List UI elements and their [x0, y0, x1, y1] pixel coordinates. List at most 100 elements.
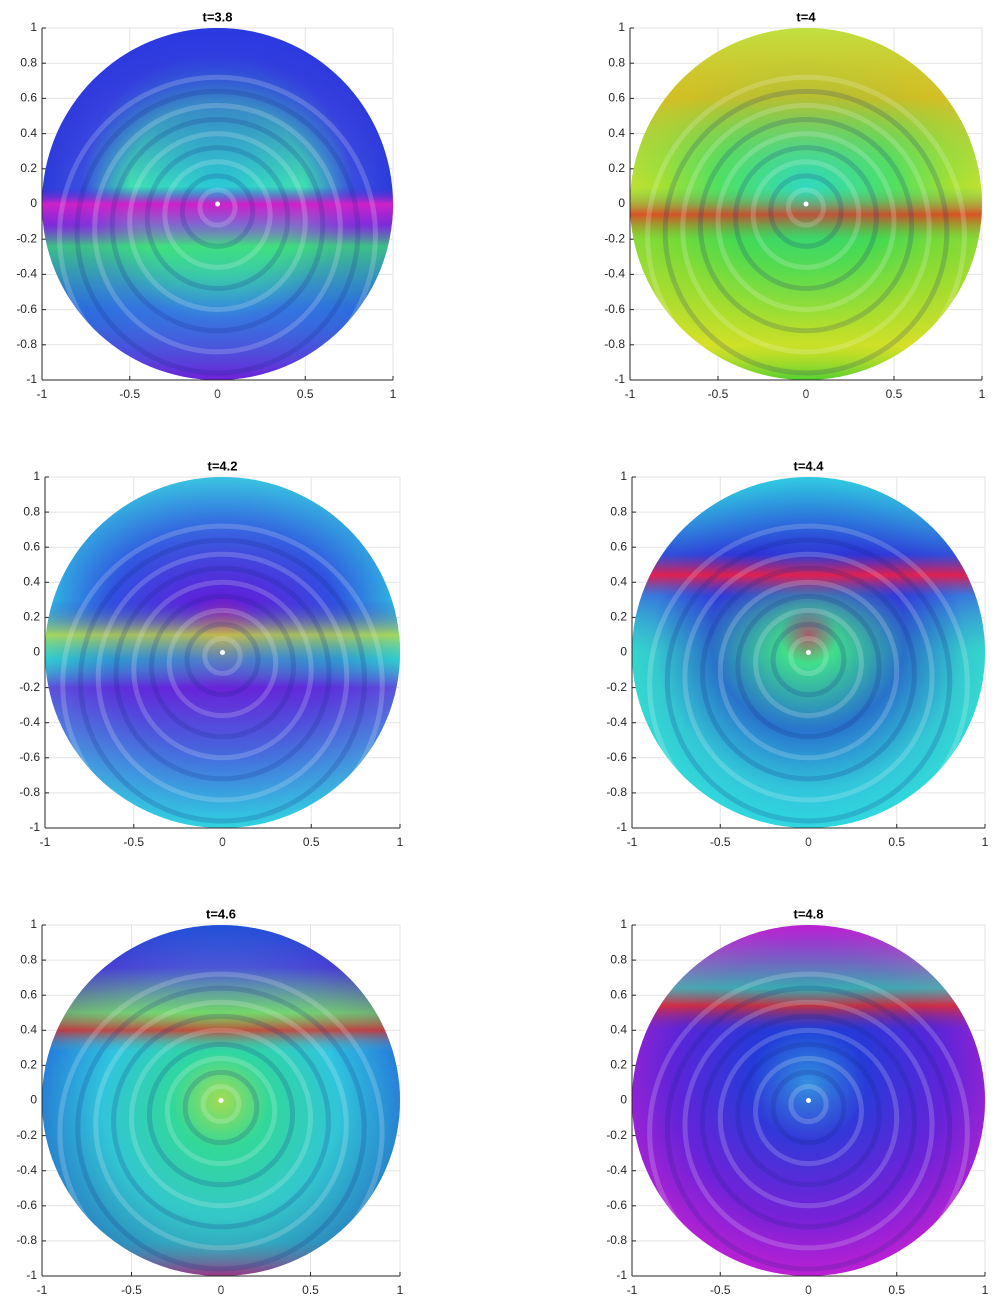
y-tick-label: 0.6: [23, 539, 40, 553]
y-tick-label: -0.6: [16, 1198, 37, 1212]
y-tick-label: 0: [30, 1093, 37, 1107]
y-tick-label: 0.2: [23, 610, 40, 624]
chart-title: t=4.6: [206, 906, 236, 921]
center-point: [806, 1098, 811, 1103]
chart-title: t=3.8: [203, 9, 233, 24]
y-tick-label: 0: [33, 645, 40, 659]
center-point: [804, 202, 809, 207]
y-tick-label: 0.2: [20, 1058, 37, 1072]
x-tick-label: -1: [37, 387, 48, 401]
chart-title: t=4.4: [794, 458, 825, 473]
y-tick-label: 0: [620, 1093, 627, 1107]
center-point: [220, 650, 225, 655]
x-tick-label: 0.5: [888, 1283, 905, 1297]
chart-title: t=4: [796, 9, 816, 24]
y-tick-label: 1: [620, 917, 627, 931]
y-tick-label: -0.4: [606, 715, 627, 729]
y-tick-label: 0.6: [610, 987, 627, 1001]
y-tick-label: 0.2: [608, 161, 625, 175]
chart-title: t=4.2: [208, 458, 238, 473]
y-tick-label: -0.6: [19, 750, 40, 764]
y-tick-label: 0: [618, 196, 625, 210]
x-tick-label: -0.5: [710, 835, 731, 849]
y-tick-label: -0.6: [604, 302, 625, 316]
y-tick-label: -0.4: [16, 267, 37, 281]
x-tick-label: -1: [627, 835, 638, 849]
y-tick-label: 0: [30, 196, 37, 210]
y-tick-label: 0.2: [610, 610, 627, 624]
y-tick-label: -1: [616, 820, 627, 834]
center-point: [219, 1098, 224, 1103]
y-tick-label: 0.8: [20, 55, 37, 69]
y-tick-label: -0.4: [604, 267, 625, 281]
y-tick-label: 0.4: [20, 126, 37, 140]
x-tick-label: 1: [982, 1283, 989, 1297]
y-tick-label: 0.4: [20, 1022, 37, 1036]
y-tick-label: 0.4: [608, 126, 625, 140]
x-tick-label: -0.5: [710, 1283, 731, 1297]
y-tick-label: 1: [33, 469, 40, 483]
x-tick-label: 0.5: [297, 387, 314, 401]
y-tick-label: -0.4: [19, 715, 40, 729]
x-tick-label: -1: [627, 1283, 638, 1297]
y-tick-label: -1: [26, 372, 37, 386]
y-tick-label: -0.2: [606, 680, 627, 694]
x-tick-label: 1: [397, 835, 404, 849]
x-tick-label: -1: [37, 1283, 48, 1297]
y-tick-label: -0.2: [16, 1128, 37, 1142]
y-tick-label: -0.8: [606, 1233, 627, 1247]
y-tick-label: 0.8: [20, 952, 37, 966]
y-tick-label: -1: [26, 1268, 37, 1282]
y-tick-label: 1: [620, 469, 627, 483]
y-tick-label: -0.2: [606, 1128, 627, 1142]
plot-panel: -1-0.8-0.6-0.4-0.200.20.40.60.81-1-0.500…: [604, 9, 985, 401]
y-tick-label: -1: [616, 1268, 627, 1282]
y-tick-label: -0.8: [19, 785, 40, 799]
y-tick-label: 0.2: [20, 161, 37, 175]
y-tick-label: -0.8: [604, 337, 625, 351]
x-tick-label: -0.5: [123, 835, 144, 849]
x-tick-label: -1: [625, 387, 636, 401]
y-tick-label: 0.4: [610, 574, 627, 588]
y-tick-label: 0: [620, 645, 627, 659]
center-point: [806, 650, 811, 655]
x-tick-label: 0.5: [303, 835, 320, 849]
y-tick-label: 0.8: [23, 504, 40, 518]
y-tick-label: -0.6: [606, 750, 627, 764]
y-tick-label: -0.8: [606, 785, 627, 799]
figure: -1 -0.8 -0.6 -0.4 -0.2 0 0.2 0.4 0.6 0.8 1 -1 -0.5 0 0…: [0, 0, 997, 1302]
y-tick-label: 0.2: [610, 1058, 627, 1072]
y-tick-label: -0.6: [16, 302, 37, 316]
x-tick-label: -0.5: [121, 1283, 142, 1297]
y-tick-label: 1: [30, 20, 37, 34]
y-tick-label: 0.8: [608, 55, 625, 69]
y-tick-label: 1: [618, 20, 625, 34]
chart-title: t=4.8: [794, 906, 824, 921]
y-tick-label: -0.4: [606, 1163, 627, 1177]
y-tick-label: 0.6: [608, 91, 625, 105]
y-tick-label: -1: [29, 820, 40, 834]
y-tick-label: -0.4: [16, 1163, 37, 1177]
y-tick-label: 0.6: [20, 91, 37, 105]
center-point: [215, 202, 220, 207]
y-tick-label: 0.8: [610, 504, 627, 518]
y-tick-label: 1: [30, 917, 37, 931]
y-tick-label: -0.8: [16, 337, 37, 351]
y-tick-label: 0.8: [610, 952, 627, 966]
x-tick-label: 1: [390, 387, 397, 401]
y-tick-label: 0.6: [610, 539, 627, 553]
x-tick-label: 1: [397, 1283, 404, 1297]
x-tick-label: -1: [40, 835, 51, 849]
y-tick-label: 0.6: [20, 987, 37, 1001]
x-tick-label: 0.5: [888, 835, 905, 849]
y-tick-label: -0.6: [606, 1198, 627, 1212]
x-tick-label: 0.5: [886, 387, 903, 401]
plot-panel: -1-0.8-0.6-0.4-0.200.20.40.60.81-1-0.500…: [606, 458, 988, 849]
y-tick-label: -1: [614, 372, 625, 386]
x-tick-label: 1: [979, 387, 986, 401]
x-tick-label: 1: [982, 835, 989, 849]
